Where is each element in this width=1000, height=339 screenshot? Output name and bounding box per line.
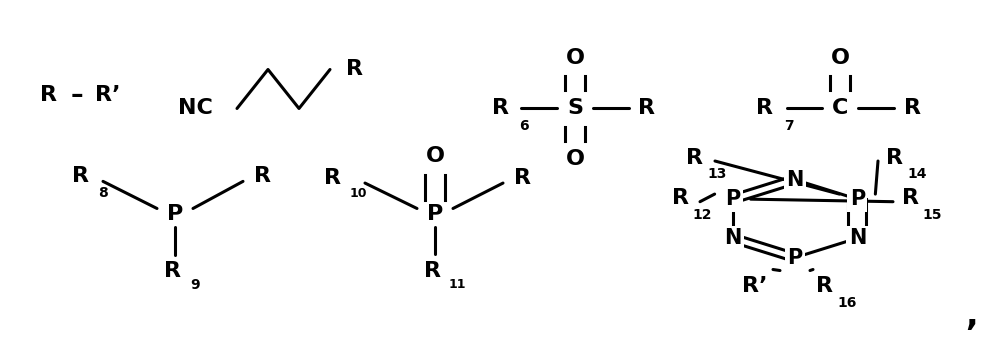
Text: 12: 12: [692, 207, 712, 222]
Text: P: P: [167, 204, 183, 223]
Text: R: R: [347, 60, 364, 79]
Text: R: R: [40, 85, 56, 105]
Text: 8: 8: [98, 185, 108, 200]
Text: 13: 13: [707, 167, 727, 181]
Text: P: P: [725, 189, 740, 209]
Text: R: R: [816, 277, 834, 296]
Text: R: R: [672, 188, 688, 208]
Text: R: R: [324, 168, 340, 188]
Text: R: R: [686, 148, 704, 167]
Text: 14: 14: [907, 167, 927, 181]
Text: C: C: [832, 99, 848, 118]
Text: 9: 9: [190, 278, 200, 292]
Text: ,: ,: [966, 299, 978, 332]
Text: O: O: [830, 48, 850, 67]
Text: R: R: [902, 188, 918, 208]
Text: O: O: [426, 146, 444, 166]
Text: R: R: [757, 99, 774, 118]
Text: O: O: [566, 48, 584, 67]
Text: N: N: [849, 228, 866, 248]
Text: R’: R’: [742, 277, 768, 296]
Text: N: N: [724, 228, 741, 248]
Text: R: R: [514, 168, 532, 188]
Text: NC: NC: [178, 99, 212, 118]
Text: 6: 6: [519, 119, 529, 133]
Text: 16: 16: [837, 296, 857, 310]
Text: R: R: [424, 261, 442, 281]
Text: –: –: [71, 83, 83, 107]
Text: R: R: [904, 99, 920, 118]
Text: P: P: [787, 248, 803, 267]
Text: P: P: [427, 204, 443, 223]
Text: O: O: [566, 149, 584, 169]
Text: 7: 7: [784, 119, 794, 133]
Text: P: P: [850, 189, 865, 209]
Text: R: R: [254, 166, 272, 186]
Text: R: R: [72, 166, 90, 186]
Text: 15: 15: [922, 207, 942, 222]
Text: R: R: [164, 261, 182, 281]
Text: 10: 10: [349, 187, 367, 200]
Text: S: S: [567, 99, 583, 118]
Text: R’: R’: [95, 85, 121, 105]
Text: R: R: [639, 99, 656, 118]
Text: 11: 11: [448, 278, 466, 291]
Text: R: R: [492, 99, 509, 118]
Text: R: R: [887, 148, 904, 167]
Text: N: N: [786, 170, 804, 190]
